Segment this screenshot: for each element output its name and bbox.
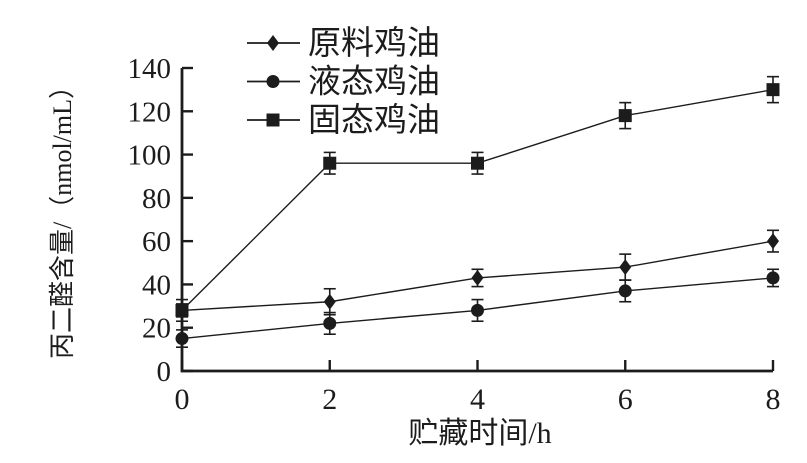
x-tick-label: 2	[322, 383, 337, 416]
legend-item-liquid-chicken-oil: 液态鸡油	[247, 64, 440, 101]
diamond-marker	[471, 269, 484, 286]
diamond-marker	[323, 293, 336, 310]
y-axis-title: 丙二醛含量/（nmol/mL）	[48, 73, 77, 359]
y-tick-label: 60	[142, 226, 171, 258]
circle-marker	[266, 75, 280, 88]
y-tick-label: 20	[142, 313, 171, 345]
y-tick-label: 140	[128, 53, 172, 85]
square-marker	[766, 83, 780, 97]
circle-marker	[175, 332, 189, 346]
diamond-marker	[767, 233, 779, 250]
square-marker	[471, 156, 484, 170]
diamond-marker	[267, 35, 279, 51]
legend-label: 原料鸡油	[308, 25, 440, 62]
square-marker	[175, 303, 189, 317]
y-tick-label: 0	[157, 356, 172, 388]
square-marker	[618, 109, 632, 123]
y-tick-label: 100	[128, 140, 172, 172]
x-tick-label: 8	[766, 383, 781, 416]
legend-item-solid-chicken-oil: 固态鸡油	[247, 102, 440, 139]
x-tick-label: 6	[618, 383, 633, 416]
axes: 0 20 40 60 80 100 120 140 0 2 4 6 8	[128, 53, 781, 416]
circle-marker	[323, 316, 337, 330]
y-tick-label: 80	[142, 183, 171, 215]
circle-marker	[471, 303, 484, 317]
x-tick-label: 4	[470, 383, 485, 416]
y-tick-label: 40	[142, 269, 171, 301]
legend-label: 液态鸡油	[308, 64, 440, 101]
series-liquid-chicken-oil	[175, 268, 780, 348]
square-marker	[266, 113, 280, 127]
legend-label: 固态鸡油	[308, 102, 440, 139]
diamond-marker	[619, 259, 632, 276]
axis-lines	[180, 68, 773, 373]
legend-item-raw-chicken-oil: 原料鸡油	[247, 25, 440, 62]
square-marker	[323, 156, 337, 170]
circle-marker	[766, 271, 780, 285]
x-axis-title: 贮藏时间/h	[408, 417, 551, 450]
circle-marker	[618, 284, 632, 298]
y-tick-label: 120	[128, 96, 172, 128]
x-tick-label: 0	[175, 383, 190, 416]
series-solid-chicken-oil	[175, 75, 780, 323]
series-layer	[175, 75, 780, 348]
